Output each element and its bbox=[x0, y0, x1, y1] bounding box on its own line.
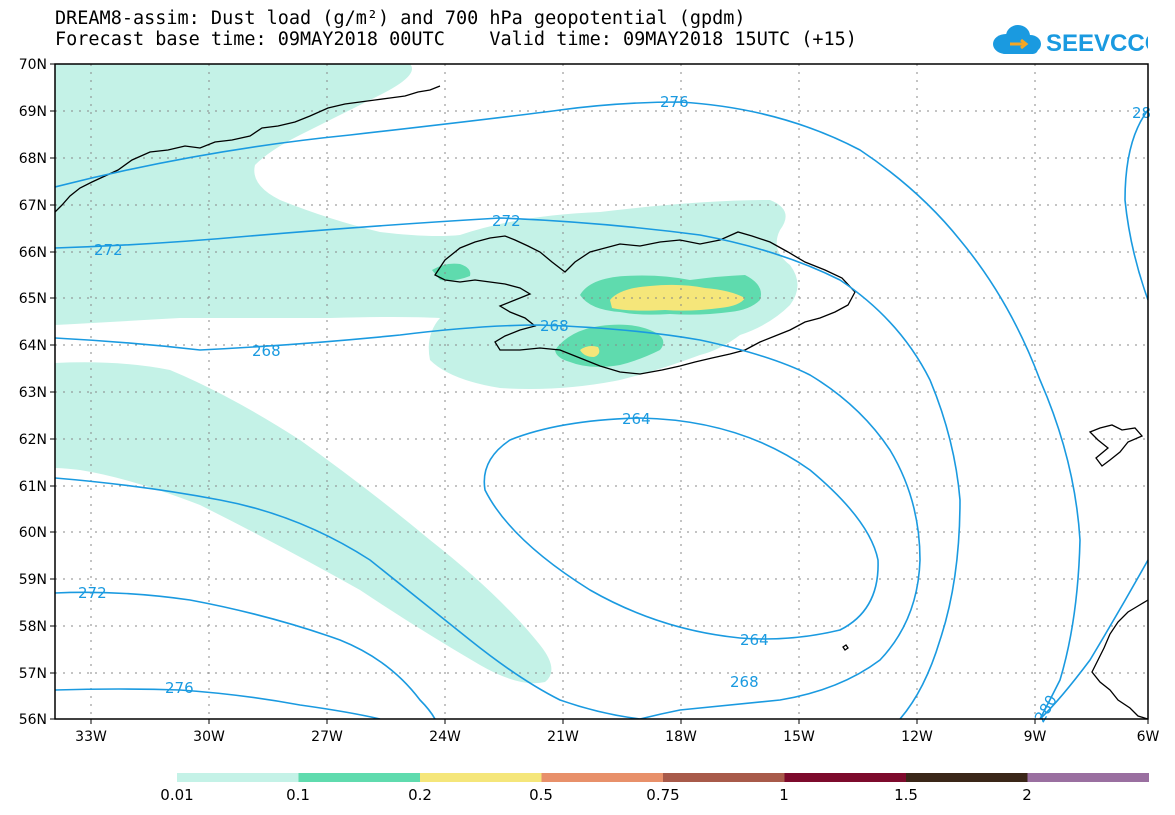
contour-label: 28 bbox=[1132, 104, 1151, 122]
greenland-coast bbox=[55, 85, 441, 213]
logo-text: SEEVCCC bbox=[1046, 30, 1148, 57]
legend-label: 0.2 bbox=[408, 786, 432, 804]
lat-label: 67N bbox=[19, 198, 47, 214]
latitude-labels: 70N 69N 68N 67N 66N 65N 64N 63N 62N 61N … bbox=[19, 57, 47, 728]
map-grid bbox=[55, 64, 1148, 719]
seevccc-logo: SEEVCCC bbox=[993, 25, 1148, 57]
color-legend bbox=[177, 773, 1149, 782]
lat-label: 57N bbox=[19, 666, 47, 682]
legend-label: 0.01 bbox=[160, 786, 193, 804]
lon-label: 9W bbox=[1024, 729, 1047, 745]
geopotential-contours bbox=[55, 101, 1148, 719]
contour-276-north bbox=[55, 101, 1081, 719]
legend-swatch bbox=[1027, 773, 1149, 782]
lat-label: 65N bbox=[19, 291, 47, 307]
coastlines bbox=[55, 85, 1148, 719]
iceland-coast bbox=[434, 231, 856, 375]
lat-label: 61N bbox=[19, 479, 47, 495]
lat-label: 69N bbox=[19, 104, 47, 120]
lon-label: 24W bbox=[429, 729, 461, 745]
contour-label: 264 bbox=[740, 631, 769, 649]
legend-swatch bbox=[541, 773, 663, 782]
lat-label: 63N bbox=[19, 385, 47, 401]
legend-label: 2 bbox=[1022, 786, 1032, 804]
legend-label: 0.5 bbox=[529, 786, 553, 804]
legend-label: 1 bbox=[779, 786, 789, 804]
contour-label: 268 bbox=[252, 342, 281, 360]
map-title: DREAM8-assim: Dust load (g/m²) and 700 h… bbox=[55, 8, 746, 29]
dust-area-southwest bbox=[55, 362, 552, 684]
legend-labels: 0.01 0.1 0.2 0.5 0.75 1 1.5 2 bbox=[160, 786, 1031, 804]
contour-label: 276 bbox=[165, 679, 194, 697]
axis-ticks bbox=[50, 63, 1149, 724]
legend-label: 1.5 bbox=[894, 786, 918, 804]
dust-layer-low bbox=[55, 64, 798, 684]
scotland-coast bbox=[1091, 599, 1148, 719]
lon-label: 18W bbox=[665, 729, 697, 745]
lon-label: 30W bbox=[193, 729, 225, 745]
lat-label: 60N bbox=[19, 525, 47, 541]
cloud-icon bbox=[993, 25, 1041, 54]
legend-swatch bbox=[663, 773, 785, 782]
lon-label: 33W bbox=[75, 729, 107, 745]
legend-label: 0.1 bbox=[286, 786, 310, 804]
lon-label: 15W bbox=[783, 729, 815, 745]
contour-264 bbox=[483, 417, 879, 640]
longitude-labels: 33W 30W 27W 24W 21W 18W 15W 12W 9W 6W bbox=[75, 729, 1159, 745]
contour-label: 276 bbox=[660, 93, 689, 111]
lat-label: 70N bbox=[19, 57, 47, 73]
lon-label: 6W bbox=[1137, 729, 1160, 745]
legend-swatch bbox=[177, 773, 299, 782]
legend-label: 0.75 bbox=[646, 786, 679, 804]
contour-label: 272 bbox=[492, 212, 521, 230]
lon-label: 21W bbox=[547, 729, 579, 745]
legend-swatch bbox=[784, 773, 906, 782]
dust-mid-south bbox=[555, 324, 664, 367]
lat-label: 66N bbox=[19, 245, 47, 261]
contour-276-southwest bbox=[55, 688, 381, 719]
legend-swatch bbox=[906, 773, 1028, 782]
lat-label: 56N bbox=[19, 712, 47, 728]
contour-272-mid bbox=[55, 217, 961, 719]
contour-268-southwest bbox=[55, 477, 641, 719]
contour-label: 272 bbox=[94, 241, 123, 259]
contour-268 bbox=[55, 324, 921, 719]
dust-mid-westfjords bbox=[432, 263, 471, 281]
lat-label: 64N bbox=[19, 338, 47, 354]
lat-label: 58N bbox=[19, 619, 47, 635]
contour-272-southwest bbox=[55, 591, 436, 719]
dust-high-highland bbox=[610, 284, 745, 311]
lat-label: 62N bbox=[19, 432, 47, 448]
contour-280-east bbox=[1039, 559, 1148, 719]
contour-label: 272 bbox=[78, 584, 107, 602]
lon-label: 12W bbox=[901, 729, 933, 745]
legend-swatch bbox=[298, 773, 420, 782]
lat-label: 68N bbox=[19, 151, 47, 167]
lat-label: 59N bbox=[19, 572, 47, 588]
legend-swatch bbox=[420, 773, 542, 782]
dust-layer-high bbox=[580, 284, 745, 357]
small-island bbox=[842, 644, 849, 651]
contour-28-northeast bbox=[1124, 109, 1148, 301]
contour-label: 268 bbox=[730, 673, 759, 691]
contour-label: 268 bbox=[540, 317, 569, 335]
map-subtitle: Forecast base time: 09MAY2018 00UTC Vali… bbox=[55, 29, 857, 50]
dust-high-south bbox=[580, 346, 600, 357]
contour-label: 264 bbox=[622, 410, 651, 428]
lon-label: 27W bbox=[311, 729, 343, 745]
faroe-islands bbox=[1088, 424, 1144, 467]
dust-area-north bbox=[55, 64, 798, 389]
